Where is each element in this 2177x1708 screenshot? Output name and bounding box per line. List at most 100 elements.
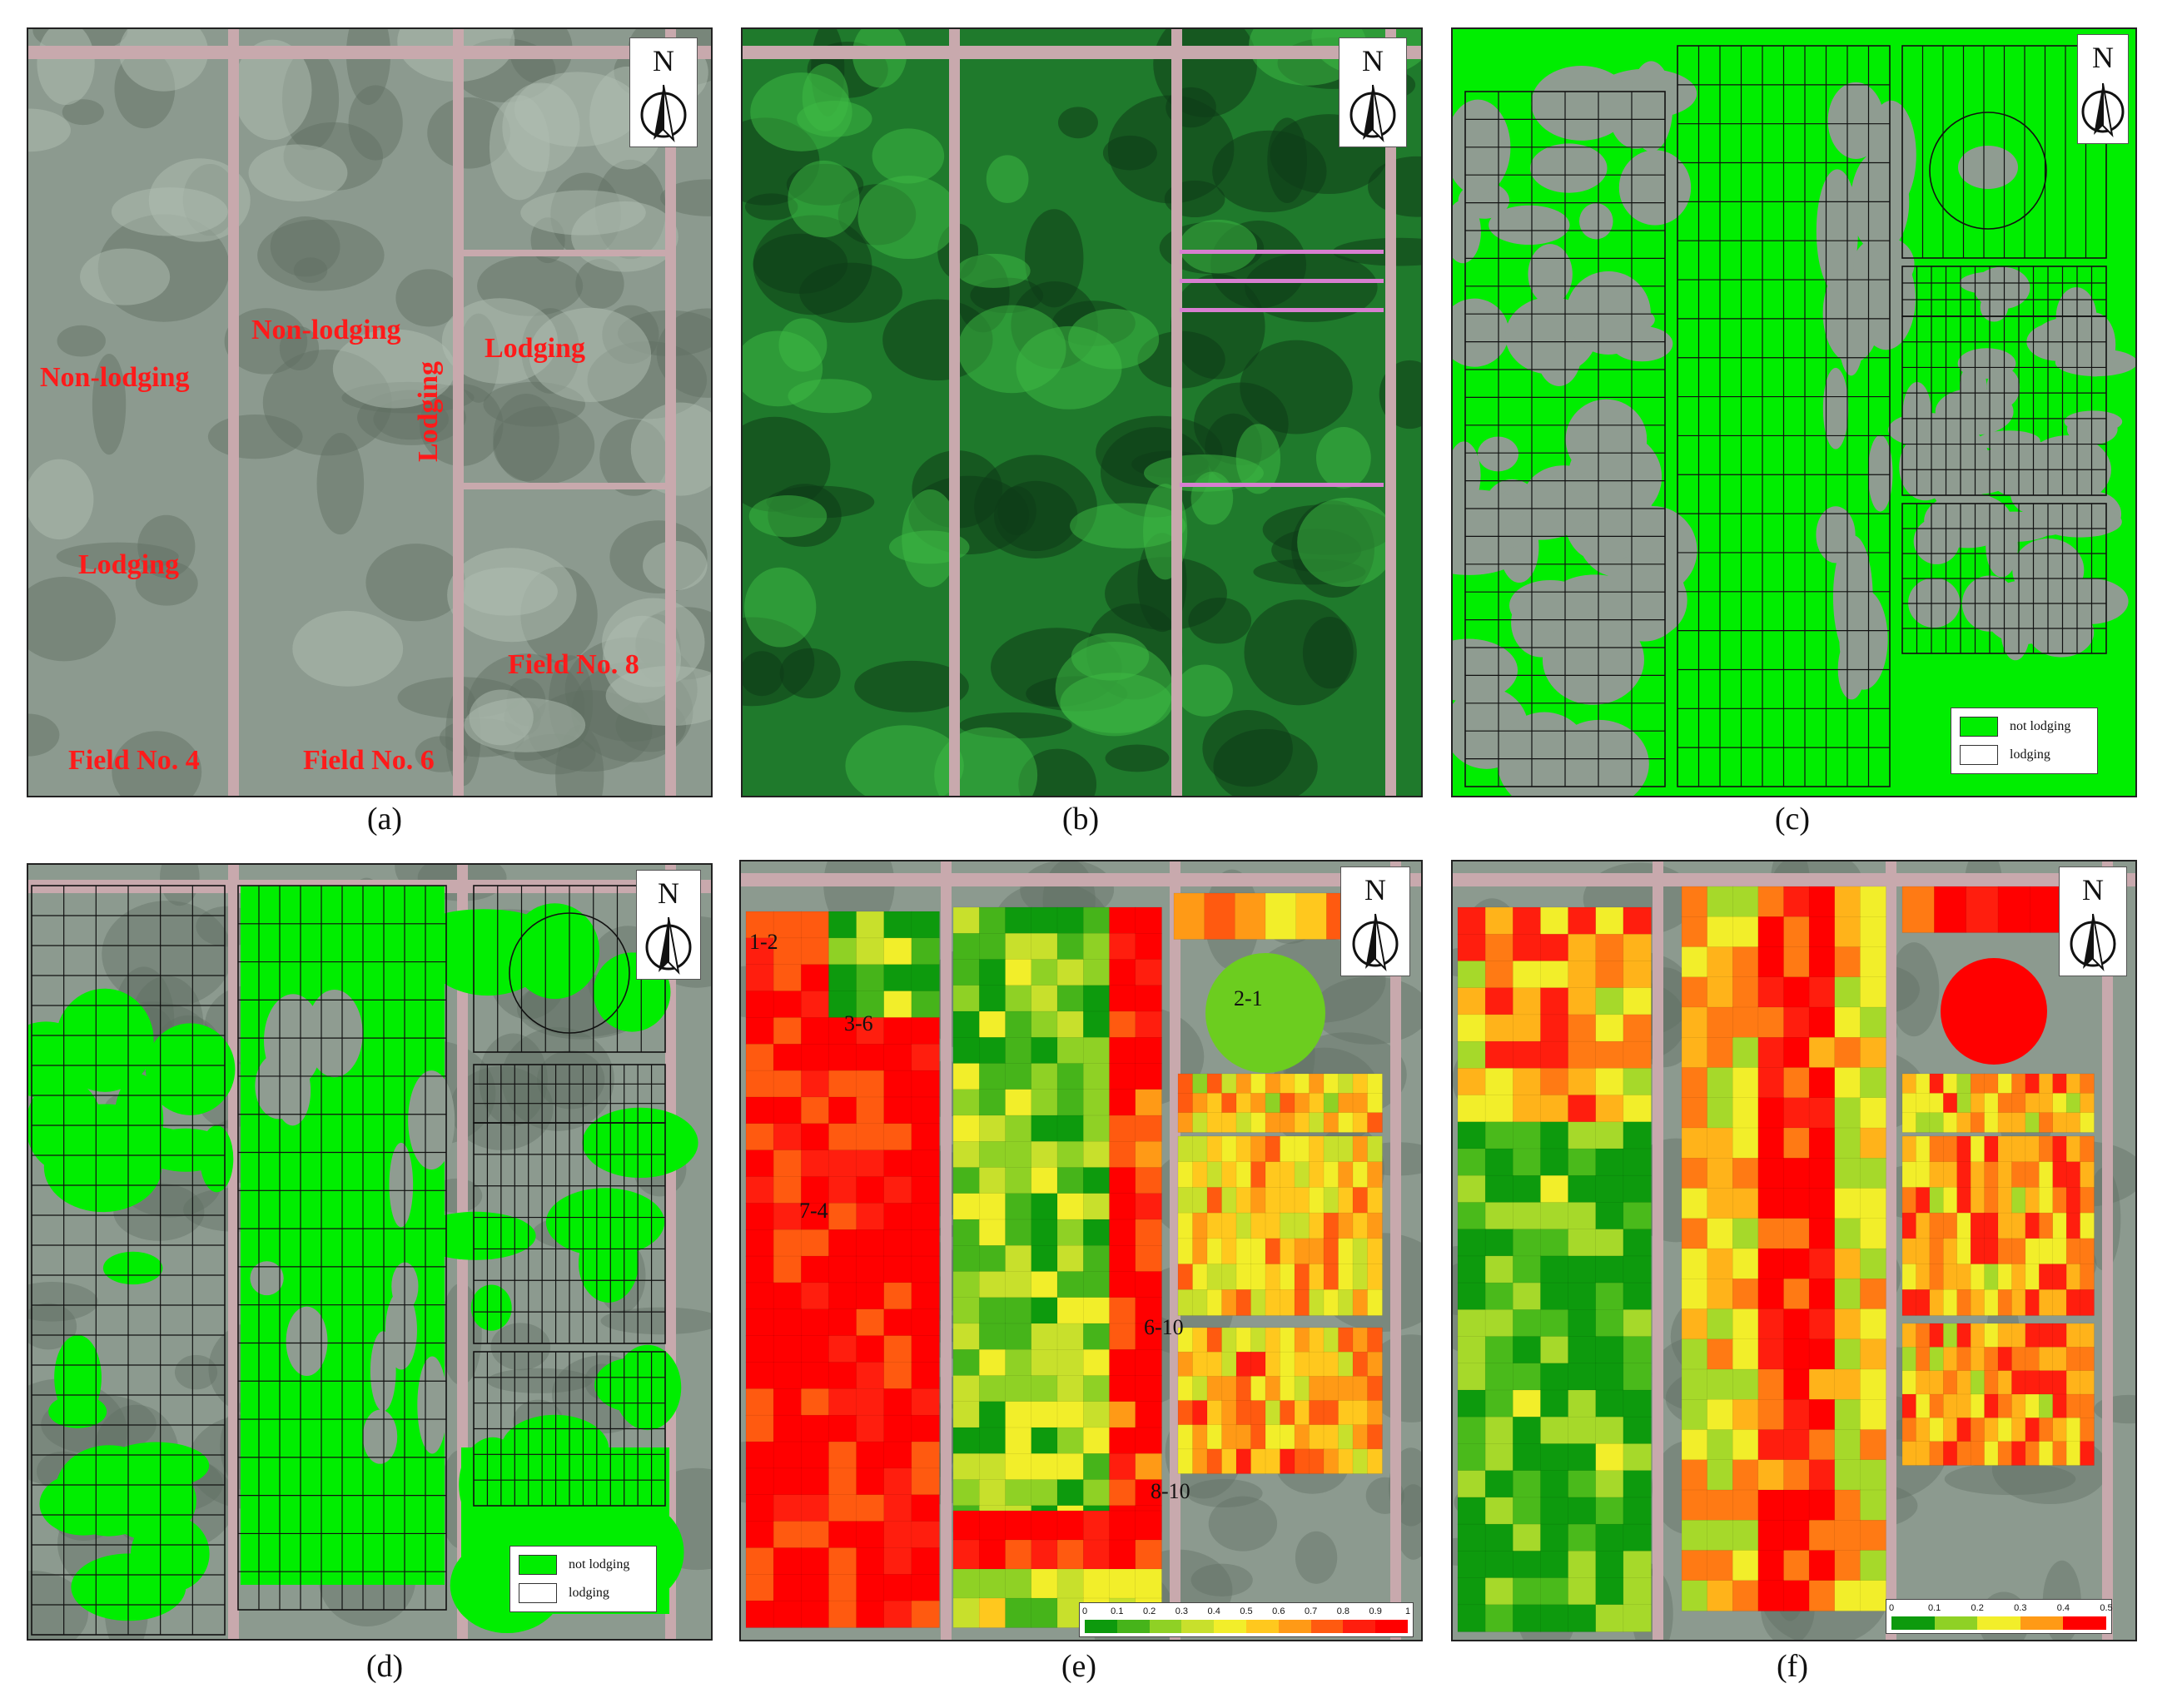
plot-cell: [1056, 1427, 1084, 1454]
plot-cell: [1005, 1568, 1032, 1599]
plot-cell: [1367, 1238, 1383, 1265]
plot-cell: [801, 1574, 830, 1601]
crop-texture-patch: [1025, 209, 1084, 308]
legend-not-lodging: not lodging: [2010, 719, 2071, 733]
plot-cell: [952, 1193, 980, 1220]
plot-cell: [1681, 1097, 1708, 1129]
plot-cell: [883, 964, 912, 992]
plot-cell: [1970, 1135, 1986, 1163]
plot-cell: [2080, 1238, 2095, 1265]
plot-cell: [2080, 1161, 2095, 1189]
crop-bright-patch: [119, 29, 209, 92]
crop-bright-patch: [464, 698, 586, 752]
plot-divider-line: [1180, 308, 1384, 312]
plot-cell: [1265, 1161, 1281, 1189]
plot-cell: [1757, 1489, 1785, 1521]
crop-texture-patch: [348, 85, 403, 161]
plot-cell: [745, 1574, 774, 1601]
plot-cell: [1192, 1264, 1208, 1291]
plot-cell: [952, 933, 980, 961]
plot-cell: [1323, 1448, 1340, 1474]
plot-cell: [828, 1255, 857, 1283]
plot-cell: [1457, 1040, 1486, 1070]
plot-cell: [1513, 1282, 1542, 1311]
plot-cell: [1834, 1248, 1861, 1279]
lodging-region: [1618, 150, 1692, 226]
plot-cell: [2065, 1238, 2081, 1265]
plot-cell: [1984, 1187, 1999, 1214]
plot-cell: [1109, 1568, 1136, 1599]
colorbar-segment: [1934, 1616, 1978, 1630]
plot-cell: [1783, 1188, 1810, 1219]
lodging-region: [370, 1331, 396, 1412]
plot-cell: [1056, 1375, 1084, 1403]
plot-cell: [1997, 1135, 2013, 1163]
crop-texture-patch: [62, 99, 104, 126]
plot-cell: [911, 1362, 940, 1390]
plot-cell: [828, 937, 857, 966]
caption-e: (e): [1061, 1649, 1097, 1684]
plot-cell: [1595, 933, 1624, 962]
plot-cell: [1860, 1580, 1886, 1611]
legend-lodging: lodging: [2010, 747, 2050, 762]
plot-cell: [1783, 1459, 1810, 1491]
north-arrow: N: [1339, 37, 1407, 147]
plot-cell: [1083, 1167, 1111, 1194]
plot-cell: [1457, 1523, 1486, 1552]
plot-cell: [1323, 1289, 1340, 1316]
plot-cell: [2065, 1212, 2081, 1239]
plot-cell: [1834, 1218, 1861, 1249]
lodging-region: [417, 1356, 448, 1454]
plot-cell: [911, 911, 940, 939]
plot-cell: [1808, 1279, 1836, 1310]
colorbar-segment: [1278, 1620, 1311, 1633]
plot-cell: [1457, 987, 1486, 1015]
plot-cell: [745, 1362, 774, 1390]
lodging-region: [2073, 312, 2116, 377]
crop-bright-patch: [233, 39, 312, 141]
legend-swatch-not-lodging: [519, 1555, 557, 1575]
plot-cell: [1235, 1400, 1252, 1426]
legend-swatch-lodging: [1960, 745, 1998, 765]
plot-cell: [1056, 1349, 1084, 1377]
plot-cell: [1031, 1037, 1058, 1065]
plot-cell: [1177, 1093, 1194, 1114]
plot-cell: [1265, 892, 1297, 940]
plot-cell: [1757, 1338, 1785, 1370]
plot-cell: [1280, 1073, 1295, 1095]
plot-cell: [1031, 1115, 1058, 1142]
plot-cell: [1860, 1338, 1886, 1370]
plot-cell: [1860, 1550, 1886, 1581]
crop-texture-patch: [493, 406, 595, 484]
plot-cell: [1177, 1400, 1194, 1426]
plot-cell: [1484, 906, 1514, 935]
plot-cell: [828, 1070, 857, 1098]
plot-cell: [1595, 1174, 1624, 1204]
north-label: N: [2082, 873, 2104, 906]
plot-cell: [1192, 1093, 1208, 1114]
crop-bright-patch: [458, 567, 558, 616]
crop-bright-patch: [148, 158, 251, 242]
crop-bright-patch: [750, 72, 852, 151]
plot-cell: [1005, 959, 1032, 986]
plot-cell: [2039, 1135, 2054, 1163]
plot-cell: [1901, 886, 1936, 933]
plot-cell: [911, 1229, 940, 1257]
plot-cell: [773, 1414, 803, 1442]
plot-cell: [1970, 1212, 1986, 1239]
plot-cell: [1681, 1368, 1708, 1400]
plot-cell: [1484, 961, 1514, 989]
plot-cell: [1808, 1127, 1836, 1159]
plot-cell: [1623, 1604, 1652, 1632]
plot-cell: [1235, 1327, 1252, 1353]
plot-cell: [801, 1070, 830, 1098]
plot-cell: [1135, 1089, 1162, 1116]
plot-cell: [1484, 1121, 1514, 1149]
plot-cell: [1005, 985, 1032, 1012]
plot-cell: [1005, 1219, 1032, 1246]
plot-cell: [1513, 1551, 1542, 1579]
plot-cell: [2011, 1135, 2026, 1163]
plot-cell: [952, 1010, 980, 1038]
crop-texture-patch: [1394, 1484, 1421, 1560]
crop-bright-patch: [520, 190, 646, 236]
